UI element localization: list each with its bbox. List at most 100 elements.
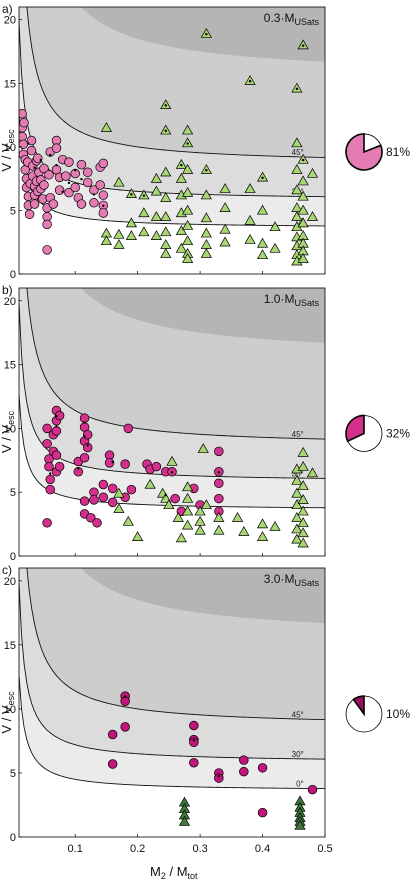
data-point-circle bbox=[79, 413, 90, 423]
data-point-circle bbox=[107, 497, 118, 508]
marked-point-dot bbox=[74, 169, 77, 172]
data-point-triangle bbox=[150, 185, 162, 196]
marked-point-dot bbox=[61, 190, 64, 194]
data-point-circle bbox=[39, 163, 49, 174]
marked-point-dot bbox=[86, 444, 89, 447]
data-point-triangle bbox=[132, 531, 144, 541]
marked-point-dot bbox=[164, 129, 167, 133]
marked-point-dot bbox=[111, 460, 114, 464]
data-point-circle bbox=[89, 198, 99, 208]
data-point-triangle bbox=[297, 537, 309, 548]
data-point-circle bbox=[82, 442, 93, 453]
data-point-circle bbox=[82, 177, 93, 188]
marked-point-dot bbox=[186, 142, 189, 145]
mass-label: 1.0·MUSats bbox=[264, 292, 320, 308]
data-point-circle bbox=[19, 117, 29, 128]
data-point-circle bbox=[42, 219, 52, 230]
y-axis-label: V / Vesc bbox=[0, 129, 16, 172]
data-point-triangle bbox=[297, 175, 309, 186]
marked-point-dot bbox=[123, 695, 127, 698]
x-axis-label-main: M bbox=[150, 864, 161, 879]
data-point-circle bbox=[257, 807, 268, 818]
data-point-triangle bbox=[297, 527, 309, 538]
boundary-curve bbox=[26, 7, 325, 158]
pie-percentage: 32% bbox=[386, 426, 410, 440]
data-point-triangle bbox=[200, 212, 212, 223]
data-point-circle bbox=[92, 518, 102, 528]
data-point-triangle bbox=[160, 166, 172, 177]
data-point-triangle bbox=[175, 242, 187, 253]
data-point-circle bbox=[214, 773, 224, 783]
data-point-triangle bbox=[182, 204, 194, 215]
mass-label: 3.0·MUSats bbox=[264, 572, 320, 588]
y-axis-label-main: V / V bbox=[0, 143, 14, 172]
data-point-circle bbox=[151, 461, 162, 472]
x-tick-label: 0.1 bbox=[68, 843, 83, 855]
data-point-triangle bbox=[297, 446, 309, 457]
data-point-circle bbox=[189, 720, 199, 731]
x-axis-label: M2 / Mtot bbox=[150, 864, 198, 881]
curve-label-2: 45° bbox=[292, 148, 304, 157]
mass-label-sub: USats bbox=[294, 298, 319, 308]
data-point-circle bbox=[82, 167, 93, 178]
pie-slice bbox=[345, 414, 365, 443]
panel-c-plot-area: 0° 30° 45° bbox=[19, 568, 325, 837]
data-point-triangle bbox=[113, 239, 125, 249]
data-point-triangle bbox=[100, 122, 113, 132]
data-point-triangle bbox=[182, 505, 194, 516]
data-point-triangle bbox=[182, 519, 194, 530]
data-point-triangle bbox=[291, 523, 303, 534]
data-point-circle bbox=[107, 483, 118, 494]
data-point-circle bbox=[214, 446, 224, 457]
data-point-triangle bbox=[160, 247, 172, 258]
data-point-triangle bbox=[125, 230, 138, 240]
marked-point-dot bbox=[130, 193, 133, 196]
data-point-triangle bbox=[256, 518, 269, 529]
x-axis-label-mid: / M bbox=[166, 864, 188, 879]
x-axis-label-sub2: tot bbox=[188, 871, 199, 881]
data-point-circle bbox=[64, 157, 74, 167]
data-point-triangle bbox=[297, 505, 309, 516]
data-point-circle bbox=[307, 784, 318, 795]
data-point-circle bbox=[82, 430, 93, 440]
marked-point-dot bbox=[55, 163, 58, 167]
marked-point-dot bbox=[83, 435, 86, 438]
data-point-triangle bbox=[297, 190, 309, 201]
y-axis-label-main: V / V bbox=[0, 425, 14, 454]
series-circle bbox=[19, 109, 109, 255]
marked-point-dot bbox=[261, 176, 264, 180]
pie-percentage: 81% bbox=[386, 145, 410, 159]
data-point-circle bbox=[89, 495, 99, 505]
region-band bbox=[80, 288, 325, 343]
data-point-circle bbox=[104, 458, 115, 468]
data-point-triangle bbox=[291, 474, 303, 485]
data-point-triangle bbox=[297, 494, 309, 504]
data-point-circle bbox=[26, 135, 37, 146]
data-point-triangle bbox=[256, 204, 269, 215]
data-point-circle bbox=[48, 199, 59, 209]
data-point-circle bbox=[32, 153, 43, 164]
pie-percentage: 10% bbox=[386, 707, 410, 721]
y-tick-label: 0 bbox=[10, 832, 16, 844]
marked-point-dot bbox=[205, 169, 208, 172]
data-point-triangle bbox=[256, 237, 269, 248]
data-point-triangle bbox=[269, 221, 281, 232]
data-point-triangle bbox=[182, 124, 194, 135]
y-tick-label: 0 bbox=[10, 269, 16, 281]
data-point-triangle bbox=[269, 520, 281, 531]
y-tick-label: 5 bbox=[10, 487, 16, 499]
marked-point-dot bbox=[180, 163, 183, 167]
x-tick-label: 0.2 bbox=[130, 843, 145, 855]
series-triangle bbox=[100, 27, 319, 266]
data-point-triangle bbox=[182, 492, 194, 503]
data-point-triangle bbox=[306, 167, 319, 178]
data-point-triangle bbox=[194, 505, 206, 516]
marked-point-dot bbox=[77, 467, 80, 470]
marked-point-dot bbox=[164, 104, 167, 107]
data-point-circle bbox=[239, 766, 249, 777]
data-point-triangle bbox=[182, 235, 194, 246]
data-point-triangle bbox=[297, 517, 309, 527]
panel-label: b) bbox=[2, 283, 13, 297]
y-axis-label: V / Vesc bbox=[0, 691, 16, 734]
